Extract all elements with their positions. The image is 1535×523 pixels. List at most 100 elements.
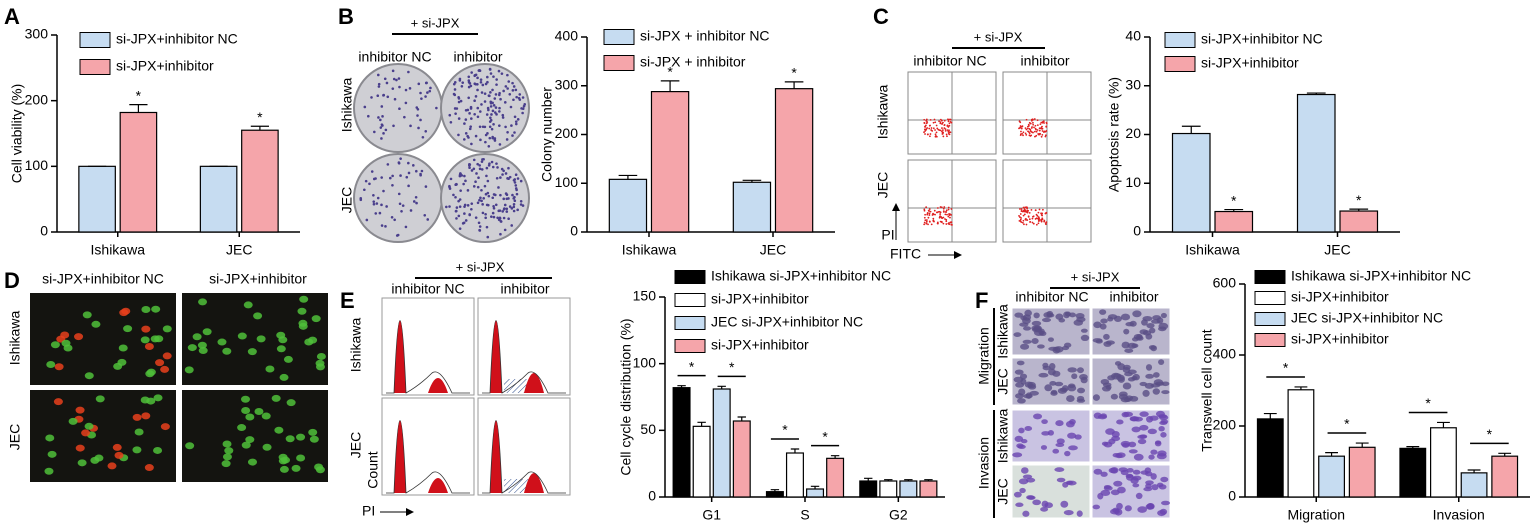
cell (1047, 337, 1054, 342)
error-bar (1294, 386, 1308, 390)
significance: * (791, 65, 797, 81)
histogram-outline (482, 420, 566, 494)
cell (224, 447, 234, 455)
cell (1108, 467, 1118, 474)
legend-swatch (79, 59, 111, 75)
legend-label: si-JPX+inhibitor (711, 291, 809, 307)
colony (511, 134, 514, 137)
event (1034, 135, 1036, 138)
cell (1137, 506, 1147, 513)
bar (712, 388, 731, 498)
colony (409, 209, 413, 212)
colony (490, 215, 493, 218)
colony (386, 95, 390, 99)
colony (498, 106, 501, 110)
colony (472, 167, 476, 171)
cell (1095, 339, 1103, 344)
cell (243, 301, 253, 309)
event (949, 216, 951, 219)
colony (457, 133, 460, 137)
colony (478, 167, 482, 171)
cell (1026, 477, 1036, 483)
event (1020, 133, 1022, 136)
cell (154, 335, 164, 343)
cell (276, 345, 286, 353)
colony (374, 212, 378, 215)
event (925, 119, 928, 122)
bar (1348, 446, 1376, 498)
event (1020, 217, 1023, 219)
event (1045, 125, 1048, 128)
event (1045, 121, 1048, 124)
cell (1056, 438, 1065, 445)
colony (417, 82, 421, 86)
event (946, 135, 948, 138)
colony (519, 203, 523, 206)
event (1032, 121, 1034, 124)
colony (487, 108, 490, 112)
colony (493, 137, 497, 140)
cell (1025, 392, 1032, 399)
event (924, 125, 926, 128)
bar (899, 480, 918, 498)
colony (464, 219, 468, 222)
colony (424, 95, 427, 98)
legend-label: si-JPX+inhibitor NC (116, 31, 238, 47)
colony (479, 78, 483, 81)
colony (495, 162, 498, 165)
cell (1121, 442, 1130, 448)
colony (455, 206, 459, 209)
colony (474, 216, 478, 219)
cell (1158, 322, 1169, 330)
row-label: Ishikawa (7, 311, 23, 366)
colony (511, 193, 514, 197)
cell (1145, 364, 1153, 371)
colony (414, 169, 418, 173)
event (923, 122, 926, 124)
event (925, 129, 927, 131)
cell (1153, 372, 1160, 378)
event (1035, 223, 1038, 226)
x-tick-label: JEC (226, 242, 252, 258)
colony (480, 199, 483, 203)
colony (512, 205, 516, 209)
event (936, 222, 939, 225)
event (927, 216, 930, 219)
colony (468, 166, 471, 170)
row-label: JEC (995, 368, 1011, 394)
cell (1015, 502, 1024, 507)
event (929, 124, 931, 127)
colony (382, 189, 385, 193)
cell (146, 397, 156, 405)
event (941, 127, 943, 129)
event (944, 218, 946, 220)
cell (1116, 502, 1123, 510)
cell (1105, 384, 1112, 390)
panel-label: B (338, 4, 354, 29)
cell (279, 373, 289, 381)
cell (271, 394, 281, 402)
axis-label: PI (881, 227, 894, 243)
cell (82, 311, 92, 319)
colony (467, 79, 471, 82)
bar (826, 457, 845, 498)
event (927, 133, 929, 136)
colony (486, 191, 490, 195)
event (947, 222, 950, 225)
y-tick-label: 30 (1125, 76, 1141, 92)
colony (470, 142, 473, 146)
cell (74, 333, 84, 341)
colony (477, 176, 480, 180)
event (933, 118, 936, 121)
cell (1040, 445, 1048, 450)
colony (517, 96, 521, 100)
cell (1022, 474, 1033, 479)
row-label: Count (365, 451, 381, 488)
event (1025, 133, 1028, 136)
y-tick-label: 150 (633, 288, 657, 304)
cell (1150, 449, 1158, 455)
cell (1113, 480, 1123, 487)
cell (1147, 428, 1157, 435)
colony (512, 98, 515, 102)
colony (512, 209, 516, 213)
